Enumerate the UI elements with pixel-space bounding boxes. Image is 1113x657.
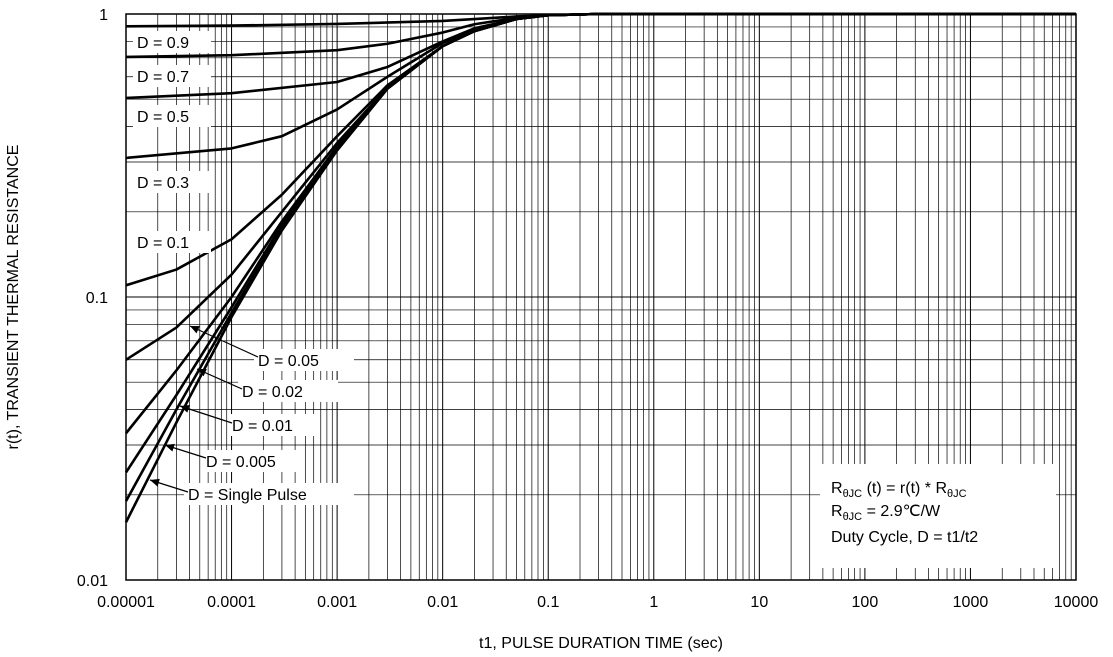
series-line [125,12,1076,28]
series-label: D = 0.3 [137,175,189,192]
series-label: D = 0.7 [137,69,189,86]
label-arrowhead [180,405,190,413]
series-labels: D = 0.9 D = 0.7 D = 0.5 D = 0.3 D = 0.1 D = 0… [133,31,354,505]
series-label: D = 0.02 [242,384,303,401]
label-leader-line [179,405,233,424]
info-line-rthetajc-formula: RθJC (t) = r(t) * RθJC [831,480,967,500]
info-r-symbol: R [831,480,843,497]
series-label-background [228,414,318,436]
label-arrowhead [190,326,200,334]
series-lines [124,12,1076,523]
series-label-background [133,105,211,127]
info-subscript: θJC [843,488,863,500]
series-line [124,12,1076,523]
x-tick-labels: 0.00001 0.0001 0.001 0.01 0.1 1 10 100 1000 10000 [97,594,1098,611]
y-axis-title: r(t), TRANSIENT THERMAL RESISTANCE [5,145,22,450]
series-label: D = 0.5 [137,109,189,126]
series-label: D = 0.9 [137,35,189,52]
info-line-duty-cycle: Duty Cycle, D = t1/t2 [831,529,978,546]
series-line [125,12,1076,160]
series-label-background [202,450,300,472]
info-subscript-3: θJC [843,511,863,523]
label-arrowhead [150,478,160,487]
series-label: D = Single Pulse [188,487,307,504]
x-tick-label: 0.001 [317,594,357,611]
x-tick-label: 0.1 [537,594,559,611]
series-label-background [133,231,211,253]
y-tick-label: 1 [99,7,108,24]
series-label-background [254,349,354,371]
label-arrowhead [197,369,207,377]
x-tick-label: 0.00001 [97,594,155,611]
x-tick-label: 10 [750,594,768,611]
series-line [125,12,1076,100]
y-tick-label: 0.01 [77,573,108,590]
info-annotation: RθJC (t) = r(t) * RθJC RθJC = 2.9℃/W Dut… [820,464,1056,568]
series-label: D = 0.005 [206,454,276,471]
x-tick-label: 10000 [1054,594,1099,611]
series-label-background [133,65,211,87]
series-label-background [133,171,211,193]
series-line [125,12,1076,361]
label-leader-line [189,325,259,358]
series-label: D = 0.1 [137,235,189,252]
y-tick-label: 0.1 [86,290,108,307]
series-label-background [184,483,354,505]
series-label: D = 0.01 [232,418,293,435]
series-line [125,12,1076,59]
x-tick-label: 1000 [953,594,989,611]
x-tick-label: 0.01 [427,594,458,611]
x-axis-title: t1, PULSE DURATION TIME (sec) [479,635,723,652]
series-label-background [238,380,338,402]
y-tick-labels: 0.01 0.1 1 [77,7,108,590]
info-value: = 2.9℃/W [862,503,941,520]
label-arrowhead [165,443,175,452]
info-r-symbol-2: R [831,503,843,520]
info-subscript-2: θJC [947,488,967,500]
info-formula-mid: (t) = r(t) * R [862,480,947,497]
series-label-background [133,31,211,53]
info-line-rthetajc-value: RθJC = 2.9℃/W [831,503,941,523]
x-tick-label: 0.0001 [207,594,256,611]
series-label: D = 0.05 [258,353,319,370]
x-tick-label: 100 [852,594,879,611]
info-background [820,464,1056,568]
x-tick-label: 1 [649,594,658,611]
